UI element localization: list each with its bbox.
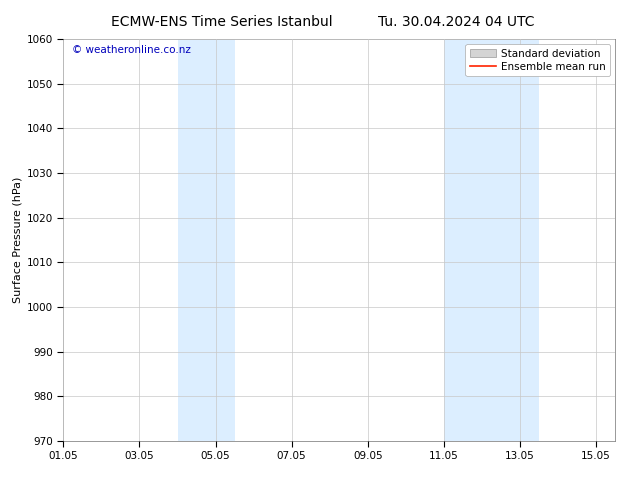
Text: © weatheronline.co.nz: © weatheronline.co.nz	[72, 45, 191, 55]
Legend: Standard deviation, Ensemble mean run: Standard deviation, Ensemble mean run	[465, 45, 610, 76]
Bar	[178, 39, 235, 441]
Y-axis label: Surface Pressure (hPa): Surface Pressure (hPa)	[13, 177, 23, 303]
Text: ECMW-ENS Time Series Istanbul: ECMW-ENS Time Series Istanbul	[111, 15, 333, 29]
Text: Tu. 30.04.2024 04 UTC: Tu. 30.04.2024 04 UTC	[378, 15, 534, 29]
Bar	[444, 39, 539, 441]
